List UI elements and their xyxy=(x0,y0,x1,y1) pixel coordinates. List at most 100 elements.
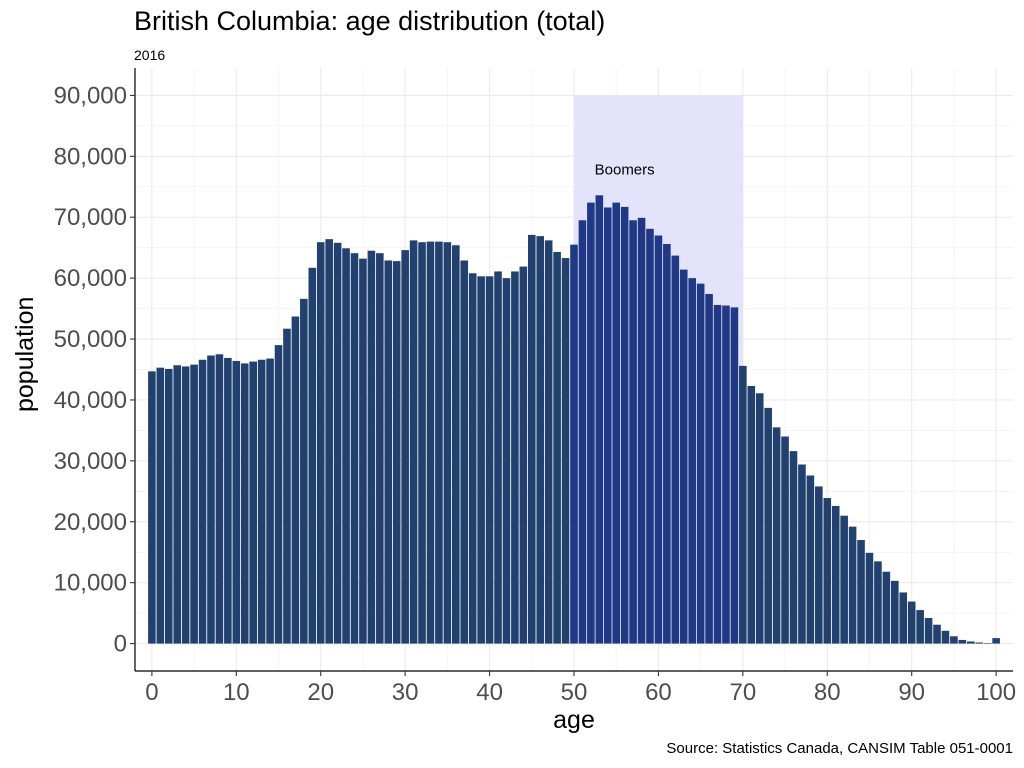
bar xyxy=(713,304,722,644)
bar xyxy=(950,636,958,644)
bar xyxy=(958,639,967,644)
bar xyxy=(561,258,570,644)
bar xyxy=(806,475,815,644)
bar xyxy=(739,365,747,644)
bar xyxy=(992,638,1000,644)
bar xyxy=(316,242,325,644)
bar xyxy=(823,498,832,644)
bar xyxy=(933,624,941,644)
y-tick-label: 50,000 xyxy=(54,326,127,353)
y-tick-label: 40,000 xyxy=(54,387,127,414)
bar xyxy=(637,217,646,644)
source-caption: Source: Statistics Canada, CANSIM Table … xyxy=(666,740,1013,757)
bar xyxy=(291,316,300,644)
bar xyxy=(916,610,924,644)
bar xyxy=(865,552,874,644)
x-tick-label: 90 xyxy=(898,679,925,706)
bar xyxy=(511,271,519,644)
bar xyxy=(283,328,291,644)
bar xyxy=(840,515,848,644)
bar xyxy=(688,278,696,644)
bar xyxy=(603,207,612,644)
bar xyxy=(266,358,274,644)
x-axis-label: age xyxy=(553,706,595,734)
x-tick-label: 0 xyxy=(145,679,158,706)
bar xyxy=(342,248,350,644)
x-tick-label: 20 xyxy=(307,679,334,706)
bar xyxy=(578,220,587,644)
bar xyxy=(156,367,165,644)
tick-labels: 0 10,000 20,000 30,000 40,000 50,000 60,000 70,… xyxy=(54,82,1017,706)
bar xyxy=(629,220,637,644)
bar xyxy=(164,368,173,644)
x-tick-label: 30 xyxy=(392,679,419,706)
bar xyxy=(595,195,604,644)
bar xyxy=(257,359,266,644)
x-tick-label: 100 xyxy=(976,679,1016,706)
bar xyxy=(620,206,629,644)
bar xyxy=(899,592,908,644)
bar xyxy=(831,505,840,644)
bar xyxy=(392,261,401,644)
bar xyxy=(663,244,671,644)
y-tick-label: 10,000 xyxy=(54,570,127,597)
bar xyxy=(249,361,257,644)
x-tick-label: 60 xyxy=(645,679,672,706)
x-tick-label: 50 xyxy=(561,679,588,706)
bar xyxy=(485,276,494,644)
bar xyxy=(468,273,477,644)
bar xyxy=(443,242,452,644)
x-tick-label: 80 xyxy=(814,679,841,706)
bar xyxy=(190,364,198,644)
y-tick-label: 60,000 xyxy=(54,265,127,292)
bar xyxy=(401,250,409,644)
bar xyxy=(815,486,823,644)
bar xyxy=(173,365,182,644)
bar xyxy=(705,293,713,644)
bar xyxy=(452,245,460,644)
bar xyxy=(224,357,232,644)
bar xyxy=(882,571,891,644)
bar xyxy=(966,641,975,644)
bar xyxy=(747,385,756,644)
x-tick-label: 70 xyxy=(729,679,756,706)
y-tick-label: 0 xyxy=(114,631,127,658)
x-tick-label: 40 xyxy=(476,679,503,706)
bar xyxy=(198,359,207,644)
bar xyxy=(274,345,283,644)
bar xyxy=(367,250,376,644)
boomers-label: Boomers xyxy=(595,162,655,179)
y-tick-label: 30,000 xyxy=(54,448,127,475)
bars-group xyxy=(148,195,1000,644)
bar xyxy=(941,630,950,644)
bar xyxy=(587,202,595,644)
bar xyxy=(148,371,156,644)
bar xyxy=(502,278,511,644)
bar xyxy=(907,601,916,644)
bar xyxy=(494,271,502,644)
bar xyxy=(435,241,443,644)
bar xyxy=(730,307,739,644)
bar xyxy=(232,360,241,644)
bar xyxy=(553,251,561,644)
bar xyxy=(781,436,789,644)
bar xyxy=(536,236,545,644)
bar xyxy=(181,366,190,644)
bar xyxy=(527,234,536,644)
bar xyxy=(983,643,992,644)
bar xyxy=(671,255,680,644)
chart-subtitle: 2016 xyxy=(134,47,166,63)
bar xyxy=(764,407,772,644)
y-tick-label: 20,000 xyxy=(54,509,127,536)
bar xyxy=(654,235,663,644)
bar xyxy=(755,393,764,644)
bar xyxy=(696,283,705,644)
bar xyxy=(325,239,333,644)
bar xyxy=(350,253,359,644)
y-tick-label: 80,000 xyxy=(54,143,127,170)
bar xyxy=(409,240,418,644)
bar xyxy=(460,260,469,644)
bar xyxy=(384,260,393,644)
x-tick-label: 10 xyxy=(223,679,250,706)
